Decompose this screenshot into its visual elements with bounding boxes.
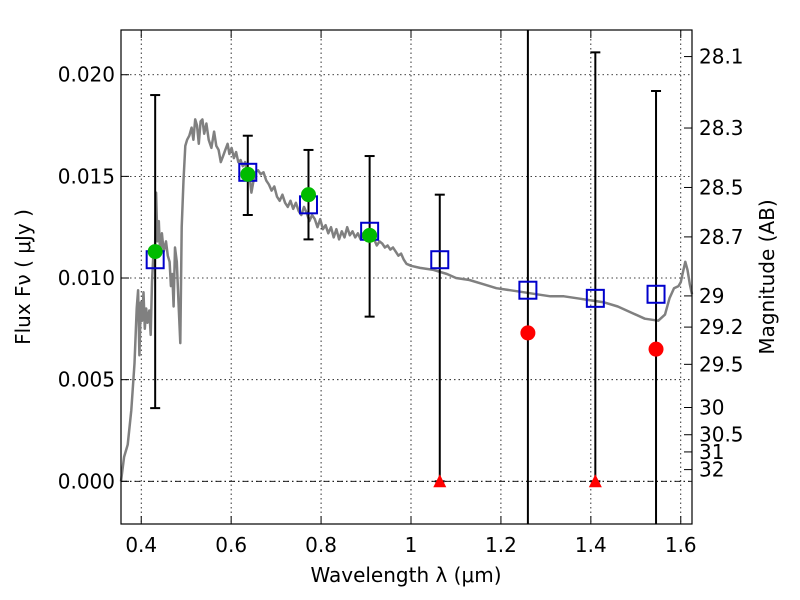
magnitude-tick-label: 28.3 [699,116,744,140]
magnitude-tick-label: 28.1 [699,45,744,69]
x-tick-label: 0.6 [215,533,247,557]
detection-point [362,228,377,243]
magnitude-tick-label: 29.2 [699,315,744,339]
x-tick-label: 1.4 [575,533,607,557]
y-tick-label: 0.000 [58,469,115,493]
magnitude-tick-label: 29 [699,284,724,308]
detection-point [148,244,163,259]
magnitude-tick-label: 28.5 [699,175,744,199]
y-tick-label: 0.020 [58,63,115,87]
detection-point [240,167,255,182]
y-tick-label: 0.010 [58,266,115,290]
x-tick-label: 1.2 [485,533,517,557]
x-axis-label: Wavelength λ (μm) [310,563,501,587]
x-tick-label: 0.8 [305,533,337,557]
x-tick-label: 0.4 [125,533,157,557]
right-y-axis-label: Magnitude (AB) [755,199,779,354]
detection-point [301,187,316,202]
non-detection-point [520,325,535,340]
x-tick-label: 1.6 [665,533,697,557]
sed-chart: 0.4 0.6 0.8 1 1.2 1.4 1.6 0.000 0.005 0.010 0.015 0… [0,0,800,600]
y-axis-label: Flux Fν ( μJy ) [11,209,35,345]
chart-background [0,0,800,600]
magnitude-tick-label: 29.5 [699,352,744,376]
magnitude-tick-label: 30 [699,395,724,419]
magnitude-tick-label: 32 [699,458,724,482]
non-detection-point [649,342,664,357]
magnitude-tick-label: 28.7 [699,225,744,249]
x-tick-label: 1 [405,533,418,557]
y-tick-label: 0.005 [58,368,115,392]
y-tick-label: 0.015 [58,164,115,188]
